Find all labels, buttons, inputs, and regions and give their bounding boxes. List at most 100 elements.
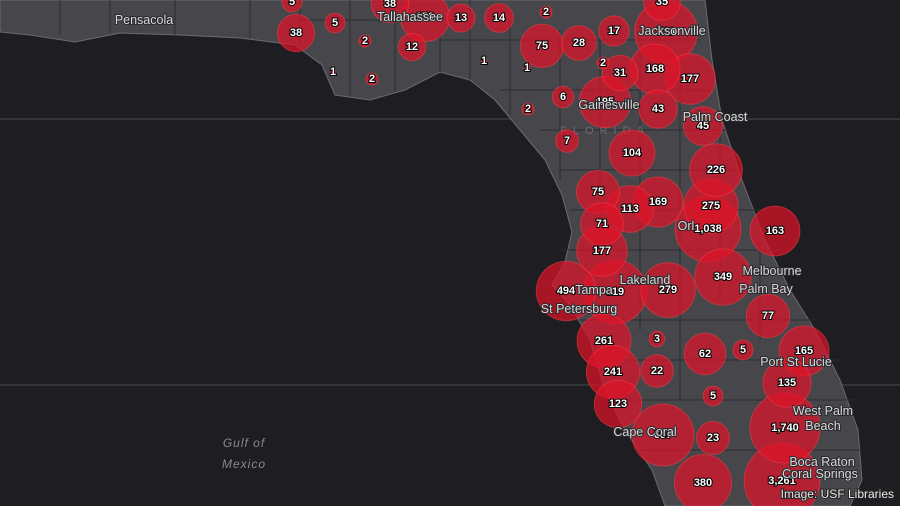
case-count: 45 (697, 120, 709, 132)
case-bubble (640, 354, 674, 388)
case-count: 275 (702, 200, 720, 212)
case-bubble (608, 129, 656, 177)
case-count: 17 (608, 25, 620, 37)
case-bubble (523, 64, 531, 72)
case-count: 177 (681, 73, 699, 85)
case-bubble (521, 102, 535, 116)
water-label: Mexico (222, 457, 266, 471)
case-count: 77 (762, 310, 774, 322)
case-count: 31 (614, 67, 626, 79)
case-count: 3 (654, 333, 660, 345)
case-count: 75 (592, 186, 604, 198)
case-bubble (480, 57, 488, 65)
case-bubble (593, 379, 643, 429)
case-bubble (673, 453, 733, 506)
case-count: 226 (707, 164, 725, 176)
case-bubble (732, 339, 754, 361)
case-count: 14 (493, 12, 506, 24)
case-count: 380 (694, 477, 712, 489)
case-bubble (601, 54, 639, 92)
case-count: 1,038 (694, 223, 722, 235)
case-count: 135 (778, 377, 796, 389)
case-count: 62 (699, 348, 711, 360)
case-count: 165 (795, 345, 813, 357)
case-count: 38 (290, 27, 302, 39)
case-count: 2 (362, 35, 368, 47)
case-count: 13 (455, 12, 467, 24)
city-label: Beach (805, 419, 840, 433)
case-bubble (539, 5, 553, 19)
places: Pensacola Tallahassee Jacksonville Gainesvi… (114, 9, 859, 482)
case-count: 241 (604, 366, 622, 378)
city-label: Palm Bay (739, 282, 793, 296)
case-bubble (397, 32, 427, 62)
city-label: Pensacola (115, 13, 173, 27)
case-count: 23 (707, 432, 719, 444)
case-bubble (745, 293, 791, 339)
case-bubble (329, 68, 337, 76)
case-count: 75 (536, 40, 548, 52)
city-label: Gainesville (578, 98, 639, 112)
case-count: 349 (714, 271, 732, 283)
case-bubble (683, 106, 723, 146)
case-bubble (694, 248, 752, 306)
city-label: Jacksonville (638, 24, 705, 38)
city-label: Port St Lucie (760, 355, 832, 369)
case-bubble (696, 421, 730, 455)
case-bubble (551, 85, 575, 109)
case-count: 819 (606, 286, 624, 298)
case-count: 494 (557, 285, 576, 297)
case-bubble (561, 25, 597, 61)
case-count: 12 (406, 41, 418, 53)
city-label: Tampa (575, 283, 613, 297)
case-count: 28 (573, 37, 585, 49)
case-count: 177 (593, 245, 611, 257)
case-bubble (683, 332, 727, 376)
city-label: Palm Coast (683, 110, 748, 124)
case-bubble (580, 202, 624, 246)
case-count: 1 (524, 62, 530, 74)
case-count: 7 (564, 135, 570, 147)
case-bubble (631, 403, 695, 467)
case-bubble (638, 89, 678, 129)
case-count: 104 (623, 147, 642, 159)
city-label: Melbourne (742, 264, 801, 278)
case-count: 2 (369, 73, 375, 85)
case-count: 1 (330, 66, 336, 78)
case-count: 5 (289, 0, 295, 8)
case-count: 718 (657, 26, 675, 38)
case-bubble (276, 13, 316, 53)
case-bubble (702, 385, 724, 407)
case-count: 150 (416, 11, 434, 23)
case-count: 169 (649, 196, 667, 208)
case-count: 3,261 (768, 475, 796, 487)
case-bubble (689, 143, 743, 197)
case-count: 1,740 (771, 422, 799, 434)
case-bubble (749, 205, 801, 257)
case-bubble (762, 358, 812, 408)
case-bubble (596, 56, 610, 70)
case-bubble (535, 260, 597, 322)
case-count: 657 (654, 429, 672, 441)
case-count: 6 (560, 91, 566, 103)
case-count: 71 (596, 218, 608, 230)
case-count: 5 (332, 17, 338, 29)
city-label: Orl (678, 219, 695, 233)
case-count: 2 (543, 6, 549, 18)
case-count: 113 (621, 203, 639, 215)
case-bubble (358, 34, 372, 48)
case-count: 43 (652, 103, 664, 115)
case-count: 123 (609, 398, 627, 410)
water-label: Gulf of (223, 436, 266, 450)
case-count: 2 (525, 103, 531, 115)
case-bubble (324, 12, 346, 34)
case-count: 168 (646, 63, 664, 75)
city-label: St Petersburg (541, 302, 617, 316)
case-bubble (446, 3, 476, 33)
case-bubble (365, 72, 379, 86)
case-bubble (484, 3, 514, 33)
case-bubble (370, 0, 410, 24)
case-count: 195 (596, 96, 614, 108)
case-count: 5 (740, 344, 746, 356)
